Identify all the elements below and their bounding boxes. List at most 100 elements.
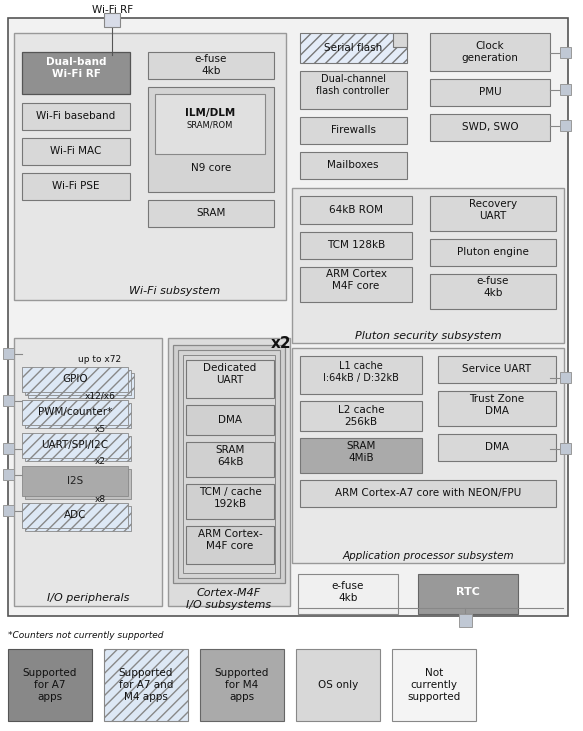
Bar [459,614,472,627]
Text: L1 cache
I:64kB / D:32kB: L1 cache I:64kB / D:32kB [323,361,399,383]
Bar [183,355,275,573]
Bar [430,274,556,309]
Text: SWD, SWO: SWD, SWO [462,122,518,132]
Text: Supported
for A7
apps: Supported for A7 apps [23,668,77,702]
Text: Supported
for A7 and
M4 apps: Supported for A7 and M4 apps [119,668,173,702]
Bar [22,52,130,94]
Bar [560,372,571,383]
Bar [300,232,412,259]
Bar [8,18,568,616]
Bar [186,484,274,519]
Text: DMA: DMA [485,442,509,452]
Bar [25,403,131,428]
Bar [292,188,564,343]
Text: ADC: ADC [64,510,86,520]
Bar [430,196,556,231]
Text: Mailboxes: Mailboxes [327,160,379,170]
Text: x2: x2 [94,458,106,466]
Text: Wi-Fi RF: Wi-Fi RF [93,5,134,15]
Bar [300,152,407,179]
Bar [8,649,92,721]
Text: Dedicated
UART: Dedicated UART [203,363,257,385]
Bar [168,338,290,606]
Bar [300,33,407,63]
Bar [3,395,14,406]
Text: Pluton security subsystem: Pluton security subsystem [354,331,501,341]
Text: x5: x5 [94,425,106,433]
Bar [300,267,412,302]
Text: ARM Cortex
M4F core: ARM Cortex M4F core [325,269,387,291]
Text: x8: x8 [94,496,106,504]
Text: TCM 128kB: TCM 128kB [327,240,385,250]
Text: ARM Cortex-
M4F core: ARM Cortex- M4F core [198,529,262,550]
Text: SRAM/ROM: SRAM/ROM [187,121,233,129]
Bar [25,506,131,531]
Text: x12/x6: x12/x6 [85,392,115,401]
Bar [438,434,556,461]
Bar [430,114,550,141]
Bar [155,94,265,154]
Bar [22,173,130,200]
Text: DMA: DMA [218,415,242,425]
Bar [186,526,274,564]
Bar [296,649,380,721]
Text: I2S: I2S [67,476,83,486]
Bar [430,79,550,106]
Bar [560,84,571,95]
Text: Wi-Fi baseband: Wi-Fi baseband [36,111,115,121]
Text: Supported
for M4
apps: Supported for M4 apps [215,668,269,702]
Text: Trust Zone
DMA: Trust Zone DMA [469,394,525,416]
Text: PMU: PMU [479,87,501,97]
Bar [300,356,422,394]
Bar [178,350,280,578]
Text: Cortex-M4F
I/O subsystems: Cortex-M4F I/O subsystems [187,588,272,610]
Text: I/O peripherals: I/O peripherals [47,593,129,603]
Bar [3,505,14,516]
Bar [438,391,556,426]
Text: Serial flash: Serial flash [324,43,382,53]
Bar [200,649,284,721]
Text: N9 core: N9 core [191,163,231,173]
Bar [104,649,188,721]
Text: Wi-Fi PSE: Wi-Fi PSE [52,181,100,191]
Text: Dual-band
Wi-Fi RF: Dual-band Wi-Fi RF [45,57,106,79]
Bar [3,348,14,359]
Bar [438,356,556,383]
Bar [393,33,407,47]
Bar [560,120,571,131]
Bar [560,443,571,454]
Bar [22,503,128,528]
Bar [3,469,14,480]
Bar [560,47,571,58]
Text: ARM Cortex-A7 core with NEON/FPU: ARM Cortex-A7 core with NEON/FPU [335,488,521,498]
Text: Firewalls: Firewalls [331,125,375,135]
Bar [300,480,556,507]
Text: TCM / cache
192kB: TCM / cache 192kB [199,487,261,509]
Text: Pluton engine: Pluton engine [457,247,529,257]
Text: SRAM
4MiB: SRAM 4MiB [346,442,375,463]
Text: UART/SPI/I2C: UART/SPI/I2C [41,440,108,450]
Text: Application processor subsystem: Application processor subsystem [342,551,514,561]
Text: e-fuse
4kb: e-fuse 4kb [332,581,364,603]
Bar [300,196,412,224]
Text: Clock
generation: Clock generation [462,41,518,63]
Text: *Counters not currently supported: *Counters not currently supported [8,632,163,640]
Bar [300,71,407,109]
Bar [300,438,422,473]
Bar [173,345,285,583]
Text: RTC: RTC [456,587,480,597]
Bar [25,436,131,461]
Bar [430,33,550,71]
Bar [22,103,130,130]
Text: GPIO: GPIO [62,374,88,384]
Text: Wi-Fi MAC: Wi-Fi MAC [50,146,101,156]
Bar [430,239,556,266]
Text: 64kB ROM: 64kB ROM [329,205,383,215]
Text: Recovery
UART: Recovery UART [469,200,517,221]
Text: SRAM
64kB: SRAM 64kB [215,445,245,467]
Bar [25,469,131,499]
Bar [148,87,274,192]
Text: e-fuse
4kb: e-fuse 4kb [477,276,509,298]
Bar [392,649,476,721]
Bar [28,373,134,398]
